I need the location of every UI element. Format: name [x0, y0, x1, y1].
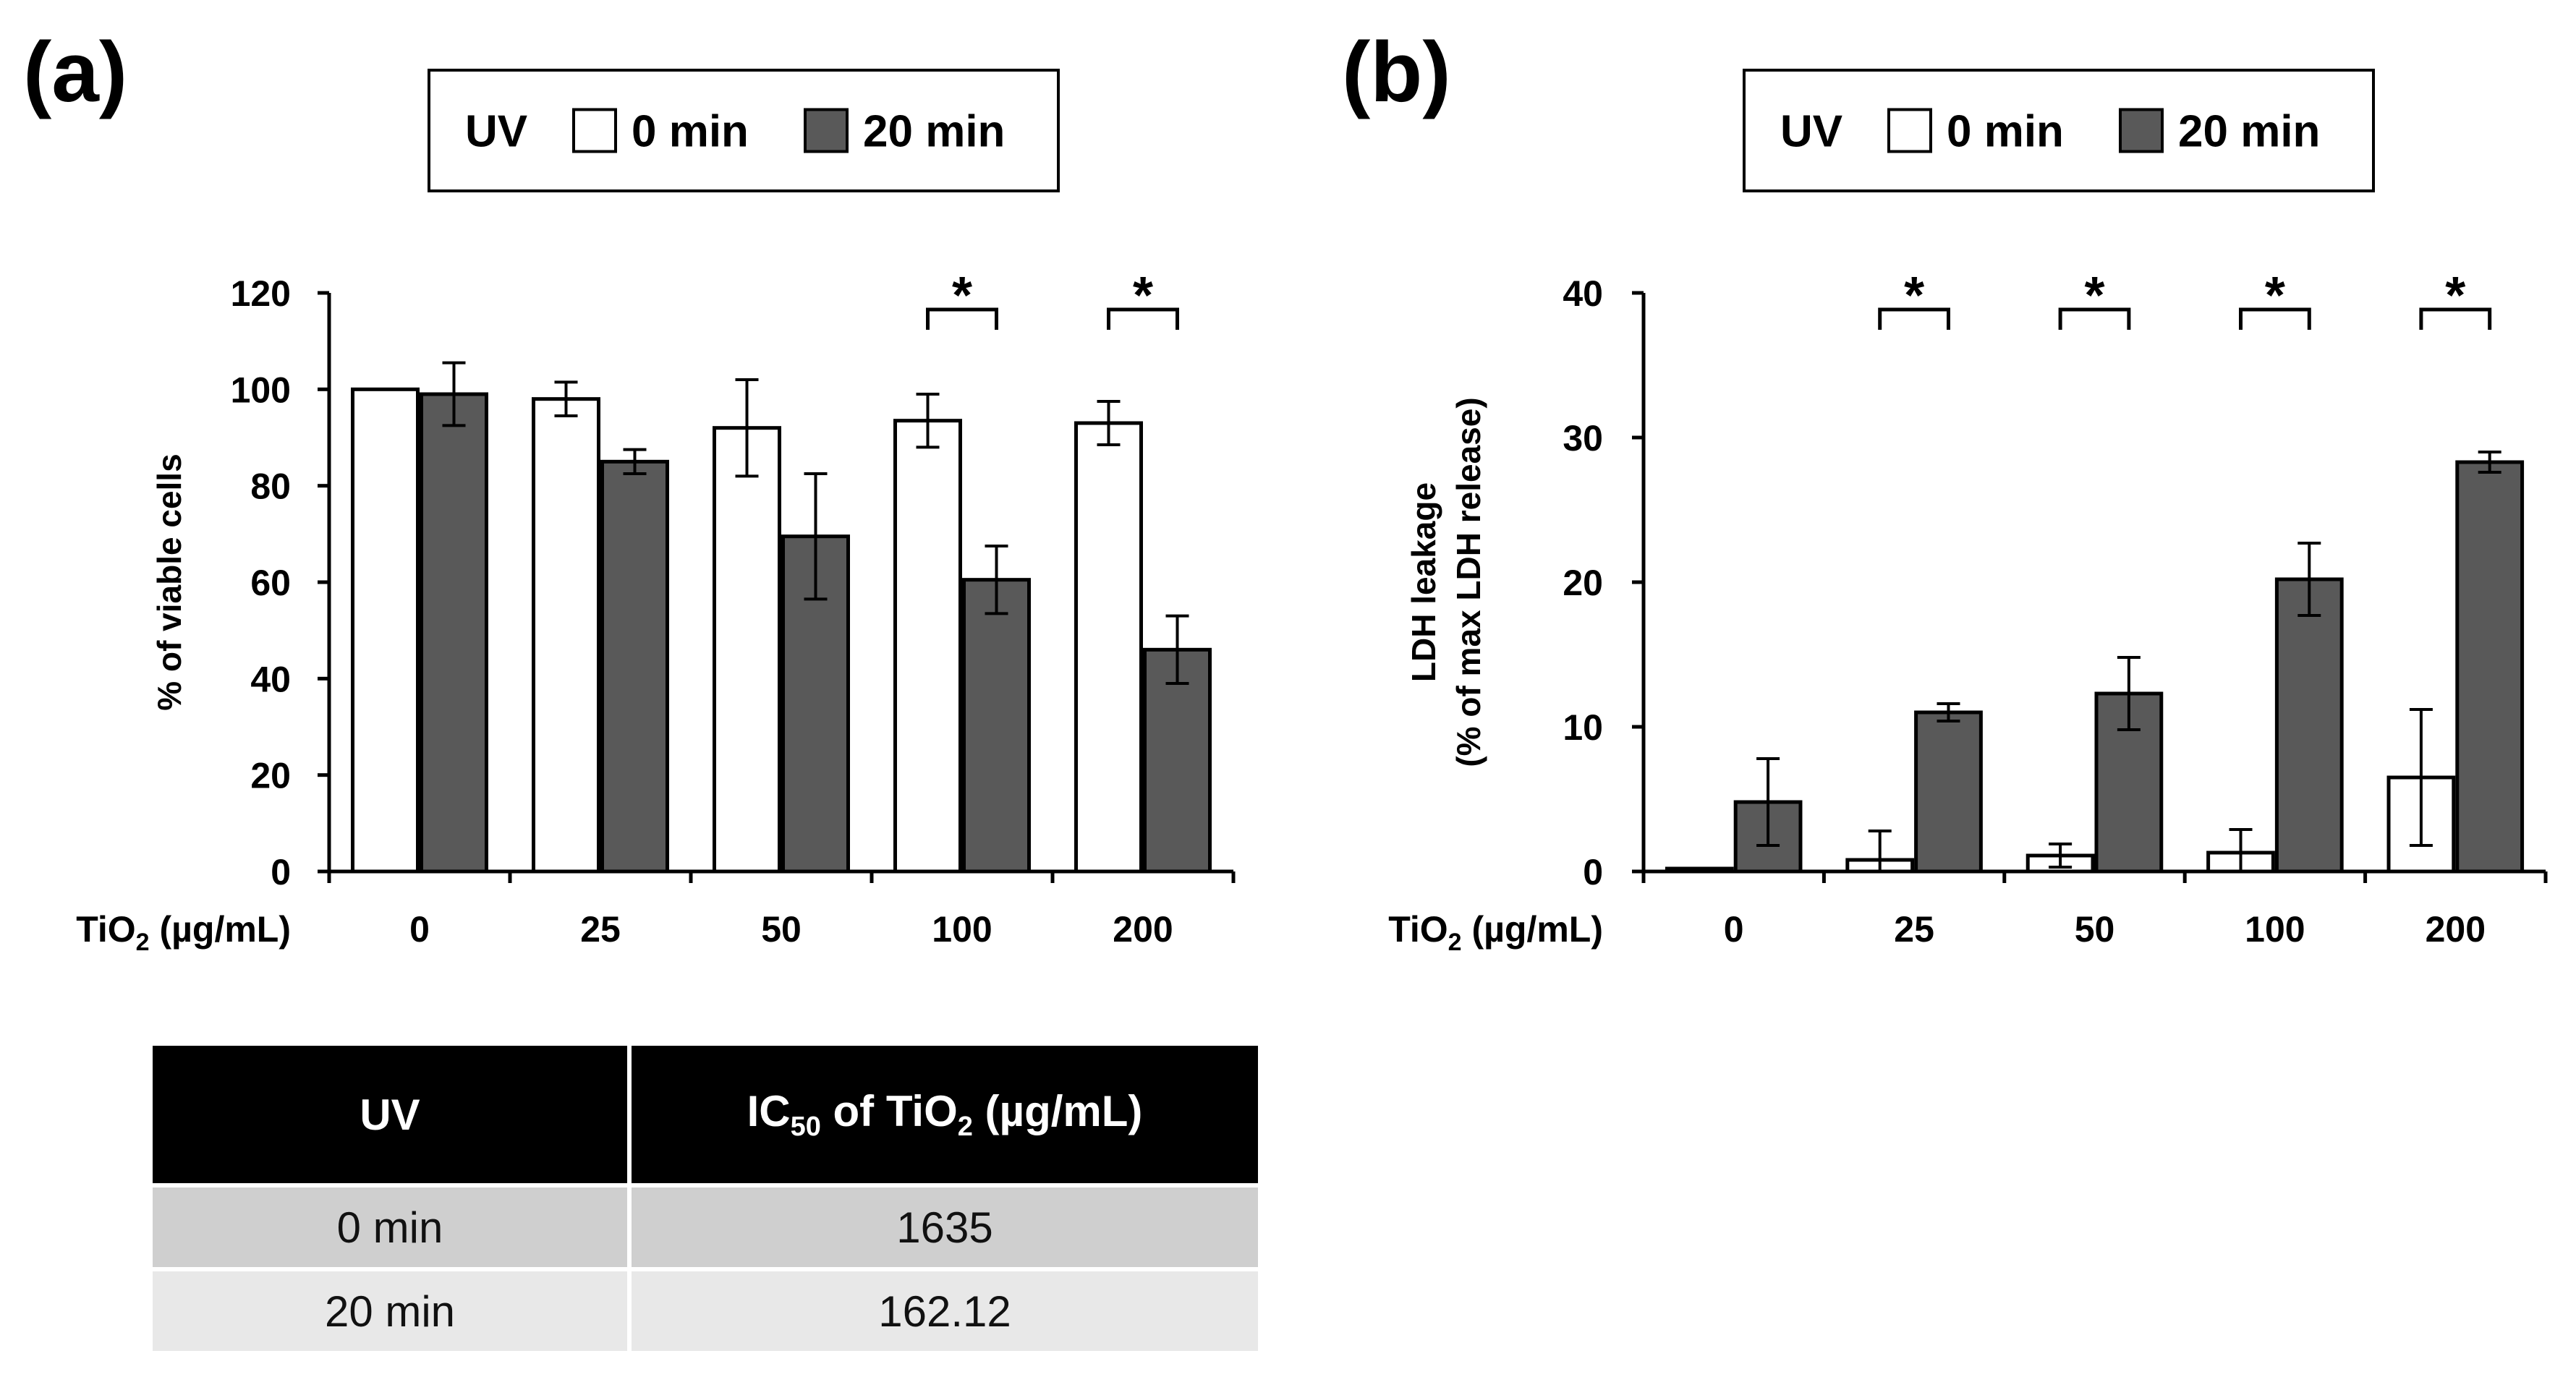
header-ic50-tio2-sub: 2: [957, 1112, 973, 1142]
y-tick-label: 0: [271, 852, 291, 892]
y-tick-label: 60: [250, 563, 291, 603]
legend-label-20min: 20 min: [2178, 107, 2320, 157]
y-axis-label: % of viable cells: [150, 453, 188, 710]
x-category-label: 200: [1113, 909, 1173, 950]
legend-swatch-20min: [2119, 108, 2164, 153]
bar-0min: [713, 426, 781, 874]
bar-0min: [532, 397, 600, 874]
legend-uv-label: UV: [1780, 107, 1842, 157]
significance-star: *: [1904, 267, 1924, 325]
x-axis-label: TiO2 (µg/mL): [1388, 909, 1603, 956]
y-tick-label: 10: [1563, 707, 1603, 748]
bar-0min: [893, 419, 962, 874]
bar-0min: [351, 387, 420, 874]
x-category-label: 0: [409, 909, 430, 950]
y-tick-label: 120: [231, 273, 291, 314]
legend-label-0min: 0 min: [1947, 107, 2064, 157]
significance-bracket: [926, 307, 998, 330]
x-category-label: 50: [2075, 909, 2115, 950]
x-axis-label: TiO2 (µg/mL): [76, 909, 291, 956]
y-tick-label: 80: [250, 466, 291, 507]
significance-star: *: [2445, 267, 2465, 325]
header-ic50-of: of TiO: [820, 1087, 958, 1135]
y-tick-label: 20: [250, 756, 291, 796]
bar-20min: [600, 459, 669, 874]
x-category-label: 100: [932, 909, 992, 950]
y-tick-label: 100: [231, 370, 291, 410]
header-ic50: IC50 of TiO2 (µg/mL): [632, 1046, 1258, 1183]
ic50-table: UV IC50 of TiO2 (µg/mL) 0 min 1635 20 mi…: [148, 1041, 1262, 1355]
significance-bracket: [2419, 307, 2492, 330]
panel-a: (a) UV 0 min 20 min 0 20 40 60 80 100 120 % of viab…: [23, 25, 1236, 956]
x-category-label: 25: [1894, 909, 1934, 950]
x-category-label: 0: [1724, 909, 1744, 950]
row-ic50-cell: 162.12: [632, 1271, 1258, 1351]
header-uv: UV: [153, 1046, 627, 1183]
y-axis-label-2: (% of max LDH release): [1450, 397, 1487, 767]
legend-box: [1743, 69, 2375, 192]
x-category-label: 25: [580, 909, 621, 950]
significance-star: *: [2084, 267, 2104, 325]
significance-bracket: [2058, 307, 2131, 330]
bar-20min: [420, 392, 488, 874]
significance-bracket: [1107, 307, 1179, 330]
row-uv-cell: 0 min: [153, 1188, 627, 1267]
legend-label-0min: 0 min: [632, 107, 749, 157]
legend-box: [428, 69, 1060, 192]
row-uv-cell: 20 min: [153, 1271, 627, 1351]
legend-uv-label: UV: [465, 107, 527, 157]
legend-swatch-20min: [804, 108, 849, 153]
panel-b: (b) UV 0 min 20 min 0 10 20 30 40 LDH leakage (% o…: [1342, 25, 2548, 956]
bar-20min: [2455, 460, 2525, 874]
y-tick-label: 40: [250, 659, 291, 699]
x-category-label: 50: [761, 909, 802, 950]
legend-swatch-0min: [1887, 108, 1932, 153]
significance-star: *: [952, 267, 972, 325]
header-ic50-unit: (µg/mL): [972, 1087, 1143, 1135]
table-row: 20 min 162.12: [153, 1271, 1258, 1351]
header-ic50-ic: IC: [747, 1087, 791, 1135]
significance-bracket: [2239, 307, 2311, 330]
significance-bracket: [1878, 307, 1950, 330]
y-tick-label: 40: [1563, 273, 1603, 314]
y-tick-label: 20: [1563, 563, 1603, 603]
row-ic50-cell: 1635: [632, 1188, 1258, 1267]
bar-20min: [1143, 647, 1212, 874]
bar-20min: [1914, 710, 1983, 874]
header-ic50-sub: 50: [790, 1112, 821, 1142]
ic50-table-header: UV IC50 of TiO2 (µg/mL): [153, 1046, 1258, 1183]
table-row: 0 min 1635: [153, 1188, 1258, 1267]
panel-label: (b): [1342, 25, 1451, 120]
bar-0min: [1665, 866, 1734, 874]
y-tick-label: 0: [1583, 852, 1603, 892]
y-tick-label: 30: [1563, 418, 1603, 459]
legend-swatch-0min: [572, 108, 617, 153]
bar-0min: [1074, 421, 1143, 874]
x-category-label: 200: [2426, 909, 2486, 950]
x-category-label: 100: [2245, 909, 2305, 950]
significance-star: *: [1133, 267, 1153, 325]
bar-20min: [962, 578, 1031, 874]
bar-20min: [2274, 577, 2344, 874]
significance-star: *: [2265, 267, 2285, 325]
panel-label: (a): [23, 25, 127, 120]
y-axis-label: LDH leakage: [1405, 482, 1442, 682]
legend-label-20min: 20 min: [863, 107, 1005, 157]
